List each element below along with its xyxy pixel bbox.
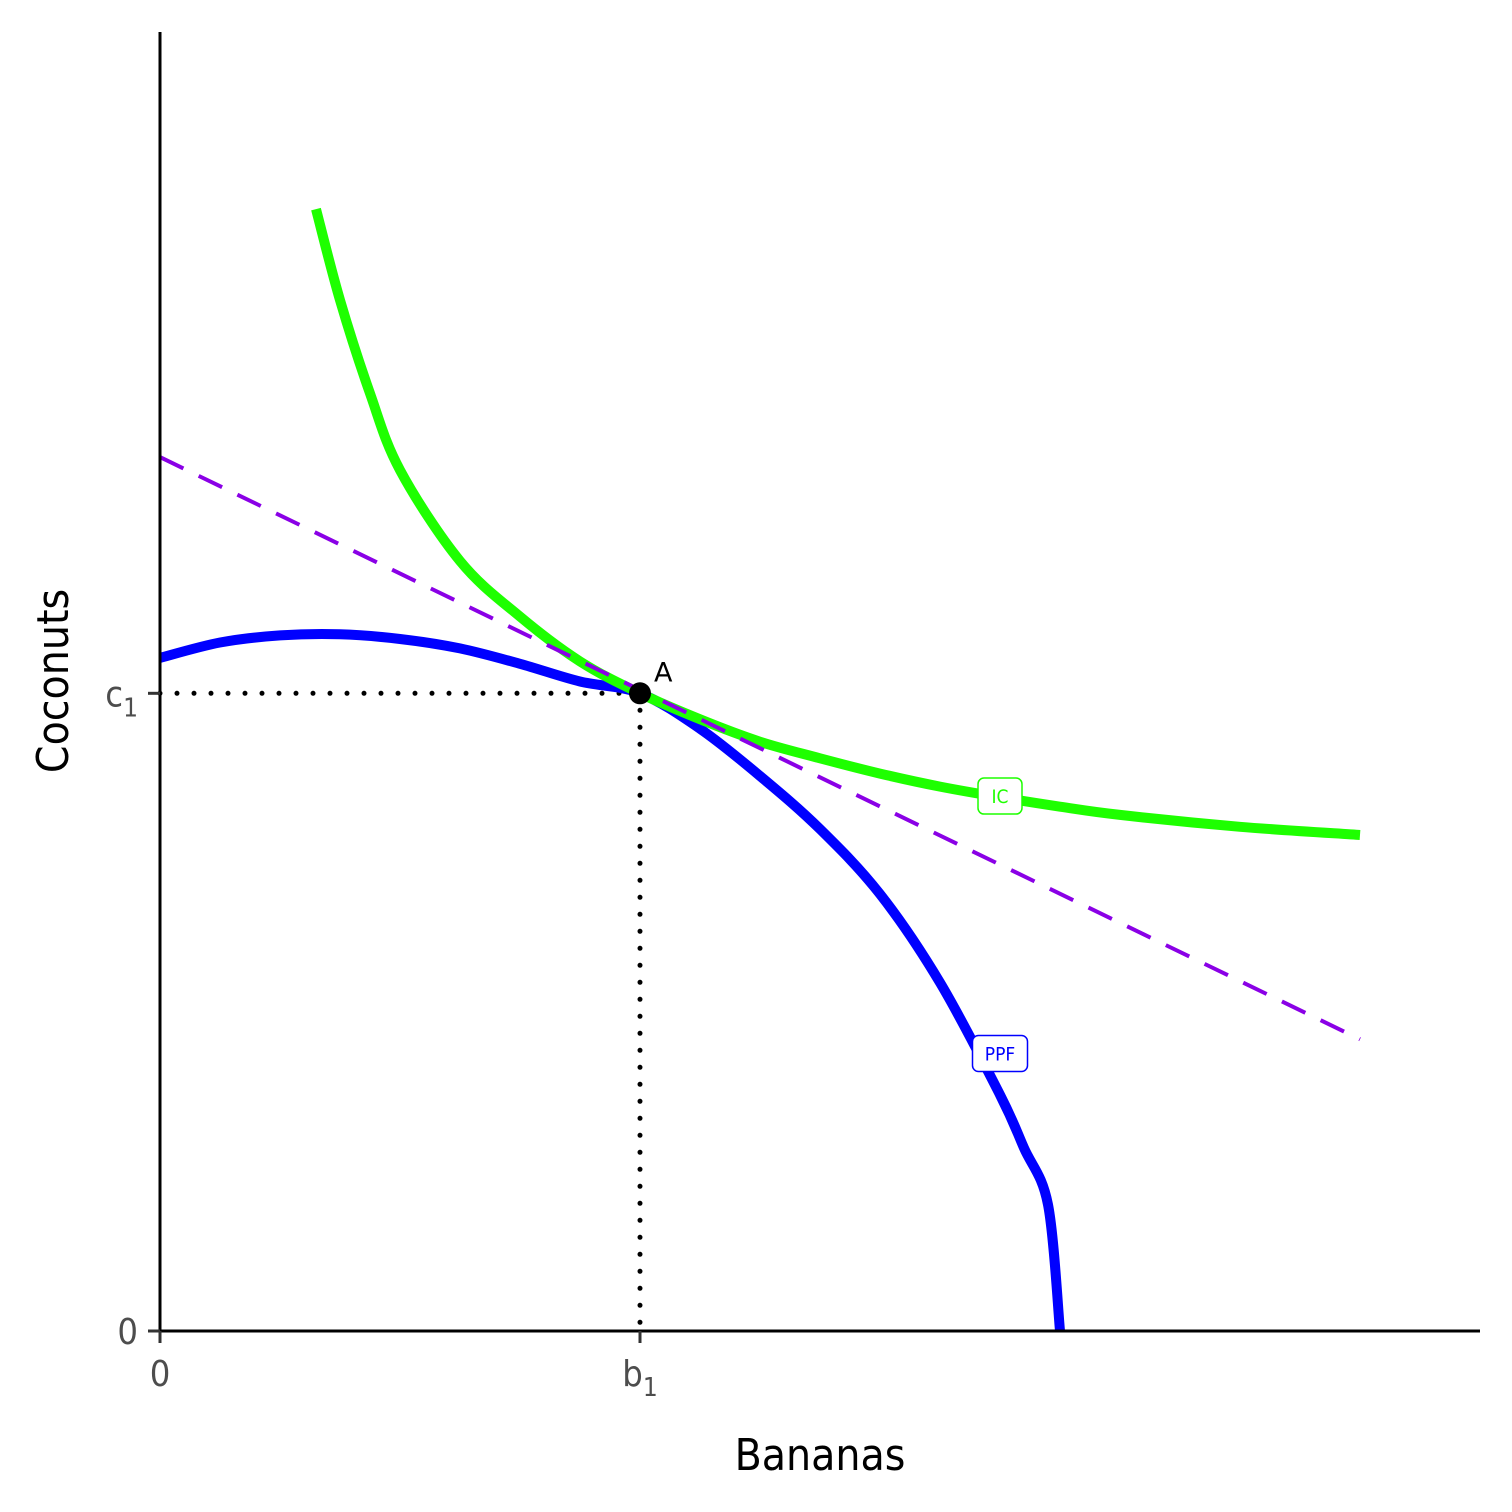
plot-area: IC PPF A <box>157 207 1361 1334</box>
ppf-curve <box>158 629 1065 1332</box>
y-tick-label: c1 <box>105 674 138 723</box>
x-tick-label: b1 <box>622 1354 657 1403</box>
ppf-label-box <box>971 1034 1029 1073</box>
x-axis-title: Bananas <box>735 1430 906 1481</box>
slope-line-dashed <box>159 455 1361 1042</box>
axes <box>158 32 1480 1333</box>
point-a-label: A <box>654 657 673 688</box>
ic-curve <box>311 207 1361 840</box>
ic-label: IC <box>977 777 1023 815</box>
ppf-label: PPF <box>971 1034 1029 1073</box>
ic-label-box <box>977 777 1023 815</box>
ticks: 0 b1 0 c1 <box>105 674 657 1403</box>
point-a-marker <box>629 682 651 705</box>
y-axis-title: Coconuts <box>28 589 79 773</box>
y-tick-label: 0 <box>117 1312 138 1353</box>
x-tick-label: 0 <box>150 1354 171 1395</box>
ppf-label-text: PPF <box>985 1043 1015 1065</box>
ic-label-text: IC <box>992 786 1009 808</box>
